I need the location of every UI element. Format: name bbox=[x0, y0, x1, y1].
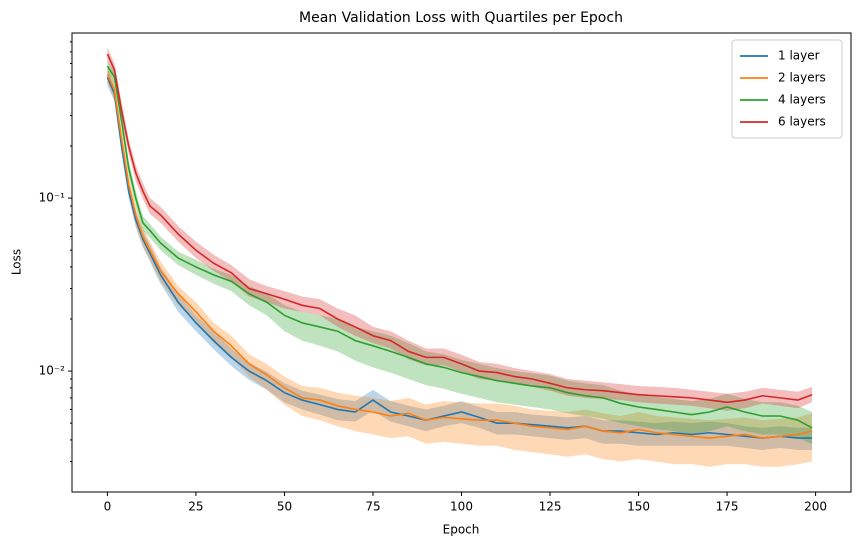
x-tick-label: 200 bbox=[804, 500, 827, 514]
legend-box bbox=[731, 39, 843, 139]
legend-label: 2 layers bbox=[778, 71, 826, 85]
plot-frame bbox=[71, 32, 852, 493]
x-tick-label: 25 bbox=[188, 500, 203, 514]
x-tick-label: 150 bbox=[627, 500, 650, 514]
quartile-band bbox=[107, 66, 813, 467]
series-line bbox=[106, 65, 813, 429]
x-tick-label: 100 bbox=[450, 500, 473, 514]
x-tick-label: 125 bbox=[539, 500, 562, 514]
x-axis-label: Epoch bbox=[443, 523, 480, 537]
quartile-band bbox=[107, 47, 813, 411]
y-axis-label: Loss bbox=[10, 249, 24, 275]
legend-label: 1 layer bbox=[778, 49, 820, 63]
series-line bbox=[106, 53, 813, 404]
y-tick-label: 10⁻² bbox=[39, 364, 66, 378]
x-tick-label: 175 bbox=[716, 500, 739, 514]
quartile-band bbox=[107, 60, 813, 444]
x-tick-label: 50 bbox=[277, 500, 292, 514]
y-tick-label: 10⁻¹ bbox=[39, 191, 66, 205]
legend-label: 6 layers bbox=[778, 115, 826, 129]
legend-label: 4 layers bbox=[778, 93, 826, 107]
chart-title: Mean Validation Loss with Quartiles per … bbox=[299, 10, 623, 26]
x-tick-label: 0 bbox=[104, 500, 112, 514]
x-tick-label: 75 bbox=[365, 500, 380, 514]
series-line bbox=[106, 73, 813, 439]
